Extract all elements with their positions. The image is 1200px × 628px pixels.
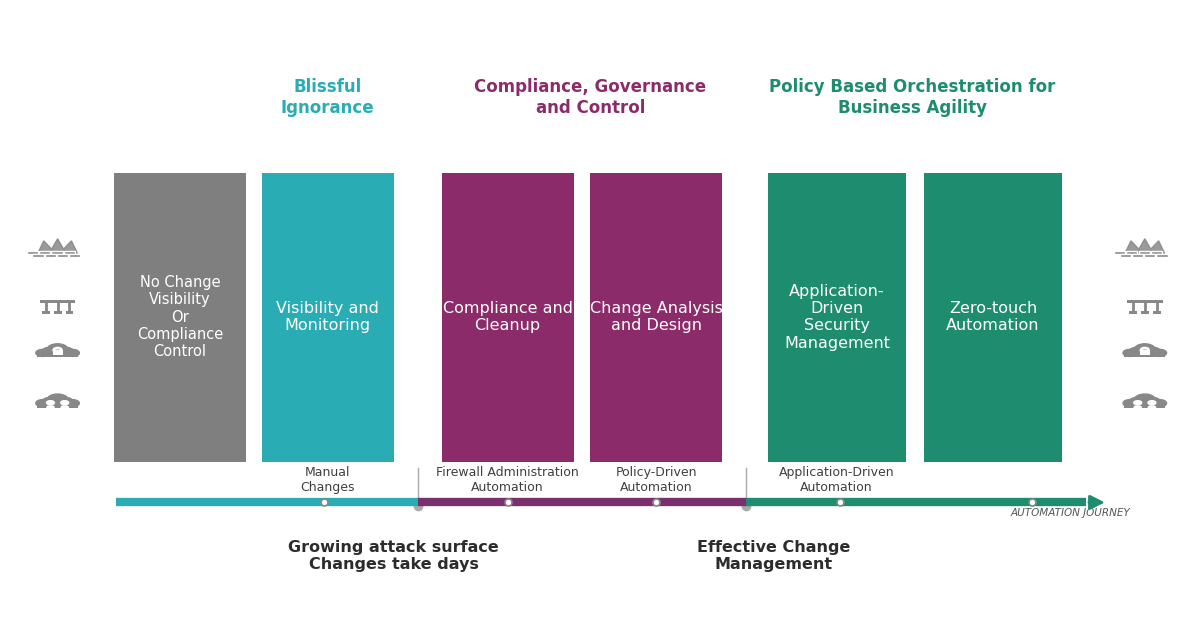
Text: Manual
Changes: Manual Changes	[300, 466, 355, 494]
Ellipse shape	[1133, 405, 1142, 409]
Bar	[1145, 254, 1156, 257]
Circle shape	[1134, 344, 1156, 355]
Bar	[1140, 350, 1150, 355]
Text: Change Analysis
and Design: Change Analysis and Design	[590, 301, 722, 333]
Text: Firewall Administration
Automation: Firewall Administration Automation	[437, 466, 578, 494]
Bar	[1127, 300, 1163, 303]
Bar	[1151, 251, 1162, 254]
Bar	[1124, 351, 1165, 357]
Circle shape	[36, 399, 49, 407]
Bar	[1127, 251, 1138, 254]
Bar	[1132, 254, 1144, 257]
Text: AUTOMATION JOURNEY: AUTOMATION JOURNEY	[1010, 508, 1130, 518]
Circle shape	[36, 349, 49, 357]
Text: Zero-touch
Automation: Zero-touch Automation	[947, 301, 1039, 333]
Bar	[32, 254, 43, 257]
Text: Blissful
Ignorance: Blissful Ignorance	[281, 78, 374, 117]
Circle shape	[1144, 398, 1160, 406]
Text: Application-
Driven
Security
Management: Application- Driven Security Management	[784, 283, 890, 351]
Bar	[54, 311, 61, 315]
Circle shape	[1153, 349, 1166, 357]
Circle shape	[47, 394, 68, 405]
Bar	[64, 251, 74, 254]
Text: Growing attack surface
Changes take days: Growing attack surface Changes take days	[288, 539, 499, 572]
Circle shape	[1134, 394, 1156, 405]
Circle shape	[1129, 398, 1146, 406]
Bar	[114, 173, 246, 462]
Ellipse shape	[60, 405, 70, 409]
Circle shape	[47, 344, 68, 355]
Circle shape	[66, 399, 79, 407]
Bar	[42, 311, 49, 315]
Circle shape	[56, 347, 73, 356]
Circle shape	[1129, 347, 1146, 356]
Bar	[26, 251, 38, 254]
Bar	[58, 254, 68, 257]
Circle shape	[47, 401, 54, 405]
Bar	[1114, 251, 1126, 254]
Bar	[37, 401, 78, 408]
Circle shape	[1144, 347, 1160, 356]
Circle shape	[1153, 399, 1166, 407]
Circle shape	[1134, 401, 1141, 405]
Ellipse shape	[46, 405, 55, 409]
Ellipse shape	[1147, 405, 1157, 409]
Circle shape	[1148, 401, 1156, 405]
Bar	[66, 311, 73, 315]
Circle shape	[61, 401, 68, 405]
Bar	[52, 251, 62, 254]
Bar	[924, 173, 1062, 462]
Circle shape	[1123, 399, 1136, 407]
Text: Application-Driven
Automation: Application-Driven Automation	[779, 466, 894, 494]
Text: No Change
Visibility
Or
Compliance
Control: No Change Visibility Or Compliance Contr…	[137, 275, 223, 359]
Bar	[1153, 311, 1160, 315]
Text: Effective Change
Management: Effective Change Management	[697, 539, 851, 572]
Bar	[442, 173, 574, 462]
Circle shape	[42, 398, 59, 406]
Bar	[1139, 251, 1150, 254]
Bar	[1141, 311, 1148, 315]
Bar	[53, 350, 62, 355]
Circle shape	[1123, 349, 1136, 357]
Bar	[44, 254, 56, 257]
Bar	[768, 173, 906, 462]
Bar	[40, 251, 50, 254]
Polygon shape	[38, 239, 78, 253]
Bar	[590, 173, 722, 462]
Bar	[37, 351, 78, 357]
Bar	[1129, 311, 1136, 315]
Bar	[1157, 254, 1168, 257]
Bar	[1124, 401, 1165, 408]
Text: Visibility and
Monitoring: Visibility and Monitoring	[276, 301, 379, 333]
Text: Compliance and
Cleanup: Compliance and Cleanup	[443, 301, 572, 333]
Circle shape	[56, 398, 73, 406]
Circle shape	[66, 349, 79, 357]
Text: Compliance, Governance
and Control: Compliance, Governance and Control	[474, 78, 707, 117]
Bar	[40, 300, 76, 303]
Polygon shape	[1126, 239, 1164, 253]
Text: Policy-Driven
Automation: Policy-Driven Automation	[616, 466, 697, 494]
Bar	[262, 173, 394, 462]
Circle shape	[42, 347, 59, 356]
Bar	[70, 254, 80, 257]
Bar	[1120, 254, 1130, 257]
Text: Policy Based Orchestration for
Business Agility: Policy Based Orchestration for Business …	[769, 78, 1055, 117]
